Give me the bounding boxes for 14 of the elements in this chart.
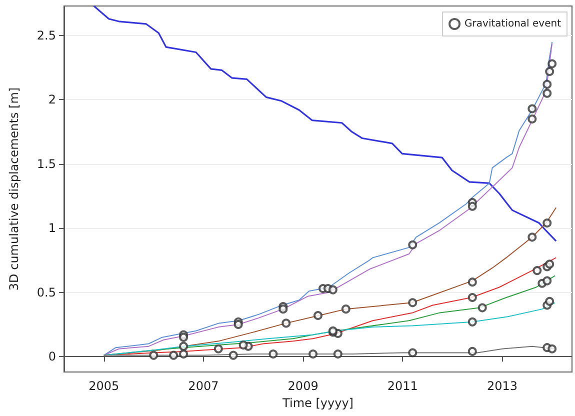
y-axis-title: 3D cumulative displacements [m] xyxy=(7,87,21,291)
legend-label: Gravitational event xyxy=(464,18,562,30)
y-tick-label: 0.5 xyxy=(36,285,56,300)
x-tick-label: 2007 xyxy=(188,379,219,393)
y-tick-label: 2.5 xyxy=(36,28,56,43)
x-tick-label: 2011 xyxy=(387,379,418,393)
y-tick-label: 1.5 xyxy=(36,156,56,171)
y-tick-label: 1 xyxy=(48,221,56,236)
x-tick-label: 2009 xyxy=(288,379,318,393)
y-tick-label: 2 xyxy=(48,92,56,107)
x-tick-label: 2013 xyxy=(487,379,518,393)
y-tick-label: 0 xyxy=(48,350,56,364)
x-axis-title: Time [yyyy] xyxy=(282,396,354,410)
x-tick-label: 2005 xyxy=(88,379,120,393)
